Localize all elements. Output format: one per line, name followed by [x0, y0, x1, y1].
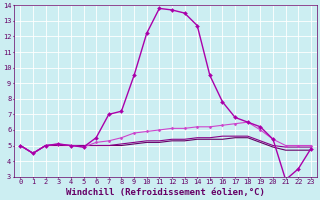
X-axis label: Windchill (Refroidissement éolien,°C): Windchill (Refroidissement éolien,°C)	[66, 188, 265, 197]
